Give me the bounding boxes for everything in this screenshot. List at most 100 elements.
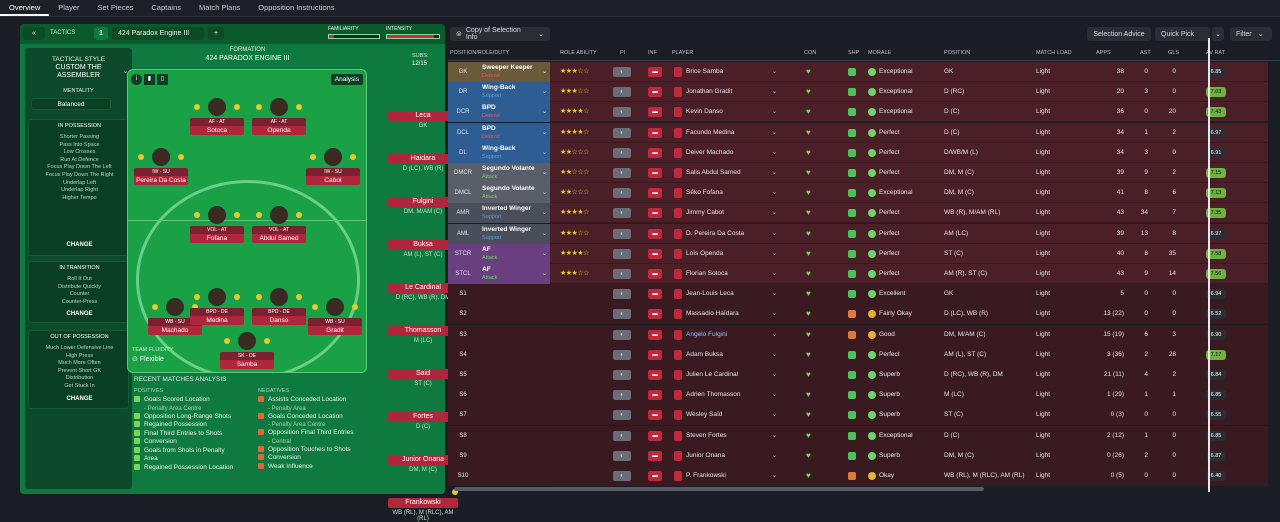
column-header[interactable]: POSITION/ROLE/DUTY bbox=[450, 50, 510, 56]
player-name[interactable]: Massadio Haïdara bbox=[686, 310, 739, 318]
player-instructions-icon[interactable]: ◐ bbox=[613, 147, 631, 158]
nav-tab-opposition-instructions[interactable]: Opposition Instructions bbox=[258, 3, 335, 12]
chevron-down-icon[interactable]: ⌄ bbox=[772, 473, 778, 479]
role-duty-selector[interactable] bbox=[478, 405, 550, 426]
role-duty-selector[interactable] bbox=[478, 365, 550, 385]
player-name[interactable]: Jimmy Cabot bbox=[686, 209, 724, 217]
chevron-down-icon[interactable]: ⌄ bbox=[542, 149, 548, 156]
role-duty-selector[interactable]: AF Attack bbox=[478, 264, 550, 284]
column-header[interactable]: SHP bbox=[848, 50, 860, 56]
player-name[interactable]: Deiver Machado bbox=[686, 148, 734, 156]
pitch-player[interactable]: BPD - DE Medina bbox=[190, 288, 244, 326]
table-row[interactable]: DCL BPD Defend ⌄ ★★★★☆ ◐ ▬ Facundo Medina ⌄ ♥ Perf… bbox=[448, 122, 1268, 143]
player-instructions-icon[interactable]: ◐ bbox=[613, 168, 631, 178]
nav-tab-overview[interactable]: Overview bbox=[0, 3, 50, 16]
tactic-slot[interactable]: 1 bbox=[94, 27, 108, 40]
player-instructions-icon[interactable]: ◐ bbox=[613, 87, 631, 98]
chevron-down-icon[interactable]: ⌄ bbox=[772, 392, 778, 399]
table-row[interactable]: S4 ◐ ▬ Adam Buksa ⌄ ♥ Perfect AM (L), ST (C) Lig… bbox=[448, 344, 1268, 365]
role-duty-selector[interactable]: Inverted Winger Support bbox=[478, 223, 550, 244]
table-row[interactable]: S8 ◐ ▬ Steven Fortes ⌄ ♥ Exceptional D (C) Light… bbox=[448, 425, 1268, 446]
chevron-down-icon[interactable]: ⌄ bbox=[772, 190, 778, 197]
quick-pick-dropdown[interactable]: ⌄ bbox=[1212, 27, 1224, 41]
chevron-down-icon[interactable]: ⌄ bbox=[542, 109, 548, 116]
role-duty-selector[interactable]: Sweeper Keeper Defend bbox=[478, 62, 550, 82]
chevron-down-icon[interactable]: ⌄ bbox=[542, 271, 548, 277]
card-icon[interactable]: ▯ bbox=[156, 74, 168, 85]
player-name[interactable]: Adam Buksa bbox=[686, 350, 723, 358]
chevron-down-icon[interactable]: ⌄ bbox=[542, 89, 548, 96]
chevron-down-icon[interactable]: ⌄ bbox=[772, 149, 778, 156]
filter-button[interactable]: Filter ⌄ bbox=[1230, 27, 1272, 41]
chevron-down-icon[interactable]: ⌄ bbox=[542, 170, 548, 176]
column-header[interactable]: MATCH LOAD bbox=[1036, 50, 1072, 56]
table-row[interactable]: STCL AF Attack ⌄ ★★★☆☆ ◐ ▬ Florian Sotoca ⌄ ♥ Perf… bbox=[448, 264, 1268, 284]
chevron-down-icon[interactable]: ⌄ bbox=[772, 311, 778, 318]
pitch-player[interactable]: WB - SU Gradit bbox=[308, 298, 362, 336]
chevron-down-icon[interactable]: ⌄ bbox=[772, 271, 778, 277]
player-instructions-icon[interactable]: ◐ bbox=[613, 430, 631, 441]
table-row[interactable]: STCR AF Attack ⌄ ★★★★☆ ◐ ▬ Loïs Openda ⌄ ♥ Perfect… bbox=[448, 243, 1268, 264]
view-icons[interactable]: i ▮ ▯ bbox=[131, 74, 173, 86]
role-duty-selector[interactable] bbox=[478, 466, 550, 486]
chevron-down-icon[interactable]: ⌄ bbox=[772, 109, 778, 116]
pitch-player[interactable]: BPD - DE Danso bbox=[252, 288, 306, 326]
column-header[interactable]: MORALE bbox=[868, 50, 892, 56]
player-instructions-icon[interactable]: ◐ bbox=[613, 107, 631, 118]
table-row[interactable]: DMCL Segundo Volante Attack ⌄ ★★☆☆☆ ◐ ▬ Séko Fo… bbox=[448, 183, 1268, 204]
chevron-down-icon[interactable]: ⌄ bbox=[772, 69, 778, 75]
player-name[interactable]: Adrien Thomasson bbox=[686, 391, 741, 399]
table-row[interactable]: S10 ◐ ▬ P. Frankowski ⌄ ♥ Okay WB (RL), M (RLC)… bbox=[448, 466, 1268, 486]
table-row[interactable]: S9 ◐ ▬ Junior Onana ⌄ ♥ Superb DM, M (C) Light 0 … bbox=[448, 445, 1268, 466]
style-dropdown-icon[interactable]: ⌄ bbox=[122, 69, 128, 75]
chevron-down-icon[interactable]: ⌄ bbox=[772, 452, 778, 459]
player-instructions-icon[interactable]: ◐ bbox=[613, 208, 631, 219]
horizontal-scrollbar[interactable] bbox=[454, 487, 984, 491]
player-instructions-icon[interactable]: ◐ bbox=[613, 188, 631, 199]
chevron-down-icon[interactable]: ⌄ bbox=[542, 129, 548, 136]
table-row[interactable]: S7 ◐ ▬ Wesley Saïd ⌄ ♥ Superb ST (C) Light 0 (3) 0… bbox=[448, 405, 1268, 426]
table-row[interactable]: DL Wing-Back Support ⌄ ★★☆☆☆ ◐ ▬ Deiver Machado… bbox=[448, 142, 1268, 163]
table-row[interactable]: S1 ◐ ▬ Jean-Louis Leca ⌄ ♥ Excellent GK Light 5 0 0… bbox=[448, 284, 1268, 305]
pitch-player[interactable]: VOL - AT Fofana bbox=[190, 206, 244, 244]
column-header[interactable]: PI bbox=[620, 50, 626, 56]
table-row[interactable]: S3 ◐ ▬ Angelo Fulgini ⌄ ♥ Good DM, M/AM (C) Ligh… bbox=[448, 324, 1268, 345]
player-instructions-icon[interactable]: ◐ bbox=[613, 228, 631, 239]
column-header[interactable]: ROLE ABILITY bbox=[560, 50, 597, 56]
column-header[interactable]: GLS bbox=[1168, 50, 1180, 56]
role-duty-selector[interactable]: AF Attack bbox=[478, 243, 550, 264]
chevron-down-icon[interactable]: ⌄ bbox=[542, 69, 548, 75]
in-transition-change-button[interactable]: CHANGE bbox=[66, 311, 93, 317]
table-row[interactable]: AMR Inverted Winger Support ⌄ ★★★★☆ ◐ ▬ Jimmy C… bbox=[448, 203, 1268, 224]
pitch-player[interactable]: IW - SU Pereira Da Costa bbox=[134, 148, 188, 186]
chevron-down-icon[interactable]: ⌄ bbox=[772, 210, 778, 217]
chevron-down-icon[interactable]: ⌄ bbox=[772, 230, 778, 237]
player-name[interactable]: Wesley Saïd bbox=[686, 411, 723, 419]
role-duty-selector[interactable] bbox=[478, 344, 550, 365]
pitch-player[interactable]: AF - AT Openda bbox=[252, 98, 306, 136]
player-name[interactable]: Jean-Louis Leca bbox=[686, 290, 734, 298]
chevron-down-icon[interactable]: ⌄ bbox=[772, 372, 778, 378]
info-icon[interactable]: i bbox=[131, 74, 142, 85]
player-instructions-icon[interactable]: ◐ bbox=[613, 269, 631, 279]
chevron-down-icon[interactable]: ⌄ bbox=[772, 412, 778, 419]
player-name[interactable]: Jonathan Gradit bbox=[686, 88, 733, 96]
role-duty-selector[interactable]: Segundo Volante Attack bbox=[478, 163, 550, 183]
player-instructions-icon[interactable]: ◐ bbox=[613, 127, 631, 138]
role-duty-selector[interactable]: Inverted Winger Support bbox=[478, 203, 550, 224]
player-name[interactable]: Kevin Danso bbox=[686, 108, 723, 116]
column-header[interactable]: CON bbox=[804, 50, 817, 56]
table-row[interactable]: AML Inverted Winger Support ⌄ ★★★☆☆ ◐ ▬ D. Pere… bbox=[448, 223, 1268, 244]
pitch-player[interactable]: IW - SU Cabot bbox=[306, 148, 360, 186]
player-instructions-icon[interactable]: ◐ bbox=[613, 309, 631, 320]
quick-pick-button[interactable]: Quick Pick bbox=[1155, 27, 1210, 41]
chevron-down-icon[interactable]: ⌄ bbox=[772, 129, 778, 136]
player-instructions-icon[interactable]: ◐ bbox=[613, 410, 631, 421]
role-duty-selector[interactable] bbox=[478, 445, 550, 466]
in-possession-change-button[interactable]: CHANGE bbox=[66, 242, 93, 248]
view-selector[interactable]: ⊜ Copy of Selection Info ⌄ bbox=[450, 27, 550, 41]
player-name[interactable]: Julien Le Cardinal bbox=[686, 371, 739, 378]
chevron-down-icon[interactable]: ⌄ bbox=[772, 89, 778, 96]
mentality-dropdown[interactable]: Balanced bbox=[31, 98, 111, 110]
player-name[interactable]: Steven Fortes bbox=[686, 431, 727, 439]
